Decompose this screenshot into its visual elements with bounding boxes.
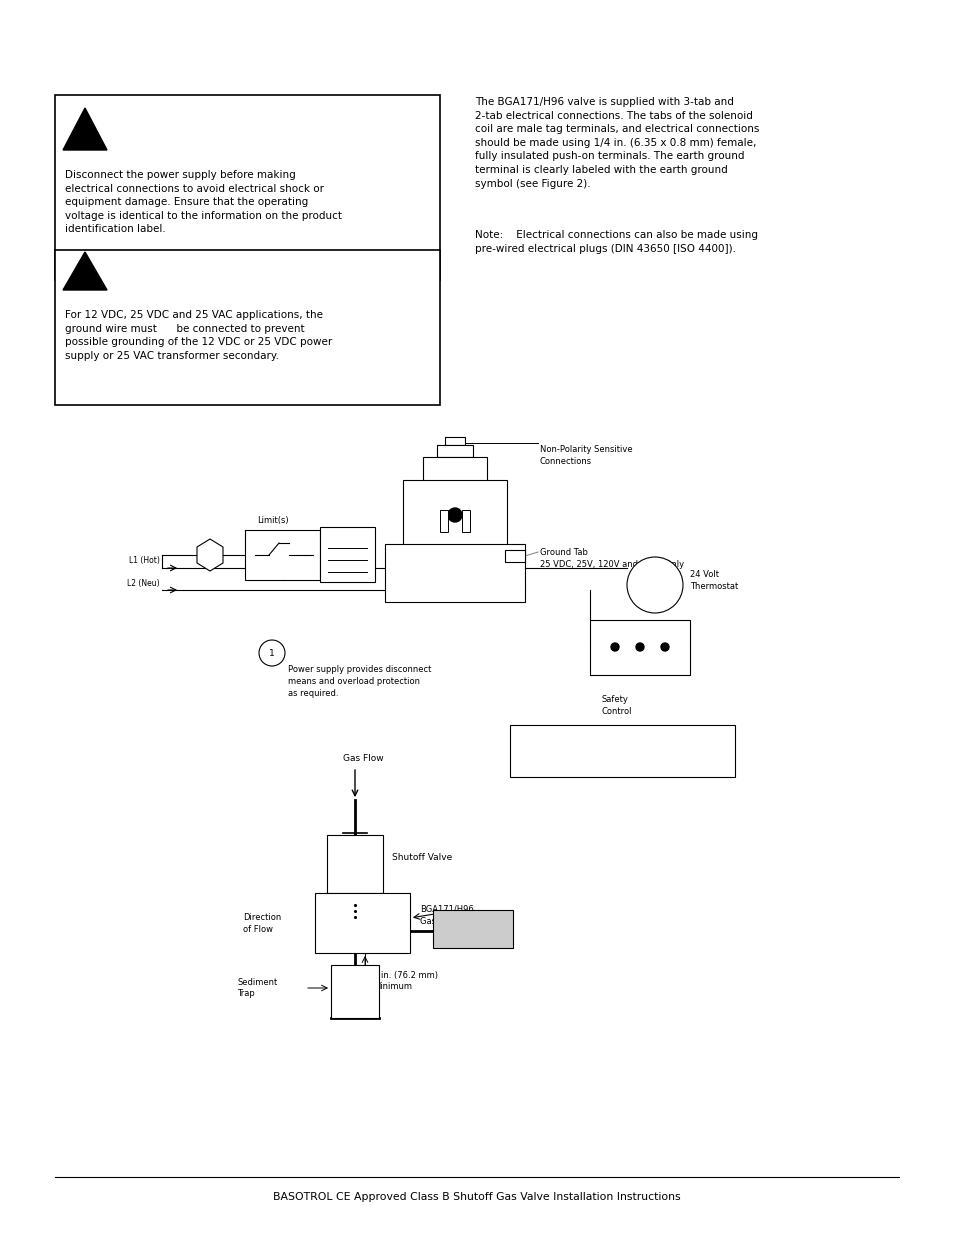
- Bar: [331, 965, 378, 1018]
- Text: 24 Volt
Thermostat: 24 Volt Thermostat: [689, 571, 738, 590]
- Bar: [55, 249, 439, 405]
- Text: 3 in. (76.2 mm)
Minimum: 3 in. (76.2 mm) Minimum: [373, 971, 437, 992]
- Text: indicates possible
locations for other controls.: indicates possible locations for other c…: [559, 741, 684, 762]
- Text: Gas Flow: Gas Flow: [343, 755, 383, 763]
- Bar: [439, 510, 448, 532]
- Text: The BGA171/H96 valve is supplied with 3-tab and
2-tab electrical connections. Th: The BGA171/H96 valve is supplied with 3-…: [475, 98, 759, 189]
- Text: Limit(s): Limit(s): [256, 516, 289, 525]
- Bar: [245, 530, 319, 580]
- Text: Ground Tab
25 VDC, 25V, 120V and 240V Only: Ground Tab 25 VDC, 25V, 120V and 240V On…: [539, 548, 683, 569]
- Polygon shape: [196, 538, 223, 571]
- Bar: [319, 527, 375, 582]
- Circle shape: [636, 643, 643, 651]
- Text: L2 (Neu): L2 (Neu): [128, 578, 160, 588]
- Text: 1: 1: [269, 648, 274, 657]
- Bar: [55, 95, 439, 280]
- Polygon shape: [63, 252, 107, 290]
- Bar: [510, 725, 734, 777]
- Bar: [385, 543, 524, 601]
- Text: BASOTROL CE Approved Class B Shutoff Gas Valve Installation Instructions: BASOTROL CE Approved Class B Shutoff Gas…: [273, 1192, 680, 1202]
- Text: Burner: Burner: [457, 925, 488, 934]
- Bar: [589, 620, 689, 676]
- Text: Non-Polarity Sensitive
Connections: Non-Polarity Sensitive Connections: [539, 445, 632, 466]
- Circle shape: [660, 643, 668, 651]
- Text: Disconnect the power supply before making
electrical connections to avoid electr: Disconnect the power supply before makin…: [65, 170, 341, 235]
- Text: For 12 VDC, 25 VDC and 25 VAC applications, the
ground wire must      be connect: For 12 VDC, 25 VDC and 25 VAC applicatio…: [65, 310, 332, 361]
- Text: Power supply provides disconnect
means and overload protection
as required.: Power supply provides disconnect means a…: [288, 664, 431, 698]
- Circle shape: [626, 557, 682, 613]
- Bar: [504, 550, 524, 562]
- Circle shape: [258, 640, 285, 666]
- Circle shape: [448, 508, 461, 522]
- Text: Direction
of Flow: Direction of Flow: [243, 913, 281, 934]
- Text: Note:    Electrical connections can also be made using
pre-wired electrical plug: Note: Electrical connections can also be…: [475, 230, 758, 253]
- Bar: [422, 457, 486, 485]
- Polygon shape: [63, 107, 107, 149]
- Bar: [314, 893, 410, 953]
- Circle shape: [610, 643, 618, 651]
- Text: Safety
Control: Safety Control: [601, 695, 632, 716]
- Text: BGA171/H96
Gas Valve: BGA171/H96 Gas Valve: [419, 905, 474, 926]
- Bar: [436, 445, 473, 457]
- Bar: [433, 910, 513, 948]
- Text: L1 (Hot): L1 (Hot): [129, 556, 160, 564]
- Text: Sediment
Trap: Sediment Trap: [236, 978, 277, 998]
- Bar: [327, 835, 382, 893]
- Text: Shutoff Valve: Shutoff Valve: [392, 853, 452, 862]
- Bar: [402, 480, 506, 545]
- Bar: [461, 510, 470, 532]
- Bar: [444, 437, 464, 445]
